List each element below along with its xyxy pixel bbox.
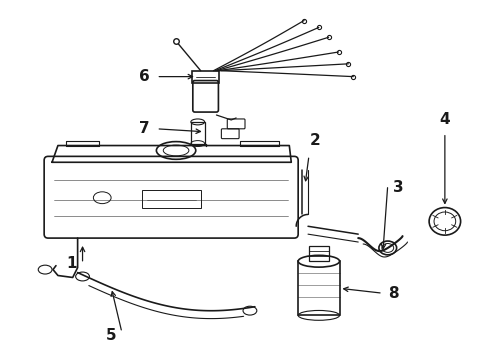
Bar <box>298 261 340 315</box>
Text: 6: 6 <box>139 69 149 84</box>
Bar <box>309 247 329 261</box>
Text: 5: 5 <box>105 328 116 343</box>
Text: 3: 3 <box>392 180 403 195</box>
Ellipse shape <box>379 241 396 255</box>
Bar <box>192 71 220 82</box>
Ellipse shape <box>298 255 340 267</box>
Text: 8: 8 <box>388 286 398 301</box>
Text: 4: 4 <box>440 112 450 127</box>
Bar <box>191 122 205 144</box>
Text: 2: 2 <box>310 134 320 148</box>
Ellipse shape <box>429 208 461 235</box>
Text: 1: 1 <box>66 256 76 271</box>
Text: 7: 7 <box>139 121 149 136</box>
Bar <box>142 190 201 208</box>
